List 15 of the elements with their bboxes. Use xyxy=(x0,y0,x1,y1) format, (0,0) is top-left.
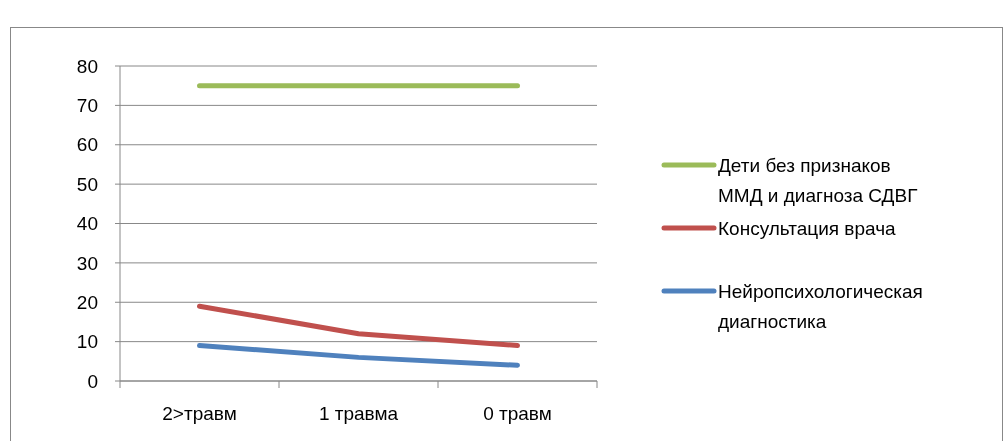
y-tick-label: 80 xyxy=(76,55,98,77)
x-tick-label: 2>травм xyxy=(162,403,237,424)
legend-label: Консультация врача xyxy=(718,218,897,239)
legend-label: Дети без признаков ММД и диагноза СДВГ xyxy=(718,155,918,206)
y-tick-label: 40 xyxy=(76,213,98,235)
legend-label: Нейропсихологическая диагностика xyxy=(718,281,923,332)
y-tick-label: 60 xyxy=(76,134,98,156)
x-tick-label: 0 травм xyxy=(483,403,552,424)
y-tick-label: 50 xyxy=(76,173,98,195)
y-tick-label: 30 xyxy=(76,252,98,274)
y-tick-label: 0 xyxy=(87,370,98,392)
y-tick-label: 70 xyxy=(76,95,98,117)
x-tick-label: 1 травма xyxy=(318,403,399,424)
y-tick-label: 10 xyxy=(76,331,98,353)
y-tick-label: 20 xyxy=(76,291,98,313)
